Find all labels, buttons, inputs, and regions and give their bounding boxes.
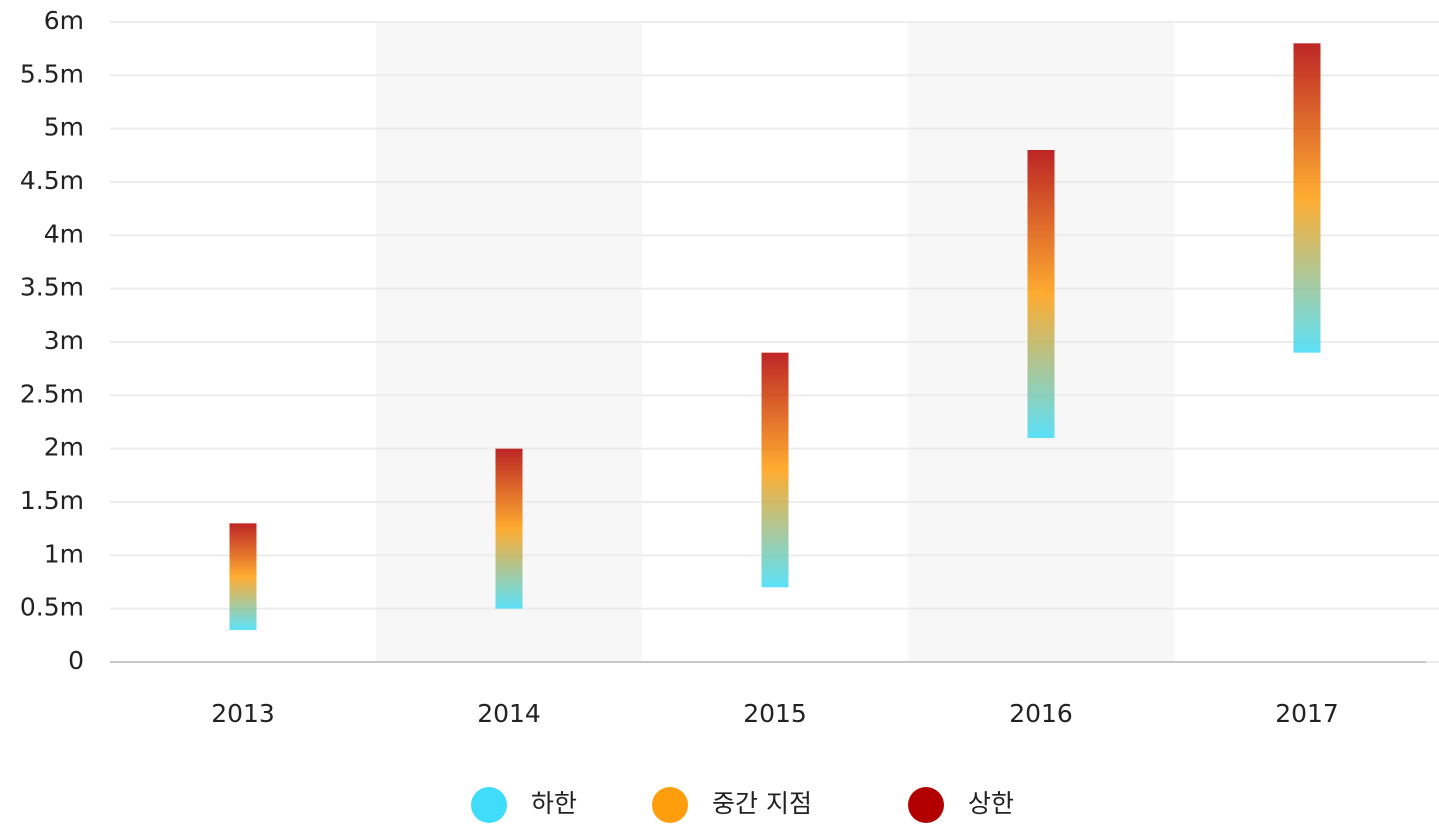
y-tick-label: 6m xyxy=(44,6,84,35)
y-tick-label: 5.5m xyxy=(20,59,84,88)
legend-label: 하한 xyxy=(531,789,577,818)
legend-label: 중간 지점 xyxy=(712,789,812,818)
range-bar xyxy=(761,352,789,588)
legend-swatch xyxy=(652,787,688,823)
legend-label: 상한 xyxy=(968,789,1014,818)
legend-swatch xyxy=(908,787,944,823)
x-tick-label: 2016 xyxy=(1009,699,1073,728)
x-tick-label: 2013 xyxy=(211,699,275,728)
y-tick-label: 1.5m xyxy=(20,486,84,515)
x-tick-label: 2015 xyxy=(743,699,807,728)
y-tick-label: 4.5m xyxy=(20,166,84,195)
y-tick-label: 1m xyxy=(44,539,84,568)
y-tick-label: 2m xyxy=(44,433,84,462)
y-tick-label: 4m xyxy=(44,219,84,248)
y-tick-label: 3.5m xyxy=(20,273,84,302)
x-tick-label: 2014 xyxy=(477,699,541,728)
legend-swatch xyxy=(471,787,507,823)
range-bar xyxy=(495,448,523,609)
range-bar xyxy=(1293,43,1321,353)
y-tick-label: 3m xyxy=(44,326,84,355)
y-tick-label: 2.5m xyxy=(20,379,84,408)
range-bar xyxy=(229,523,257,630)
y-tick-label: 5m xyxy=(44,113,84,142)
y-tick-label: 0.5m xyxy=(20,593,84,622)
range-bar xyxy=(1027,150,1055,438)
y-tick-label: 0 xyxy=(68,646,84,675)
x-tick-label: 2017 xyxy=(1275,699,1339,728)
